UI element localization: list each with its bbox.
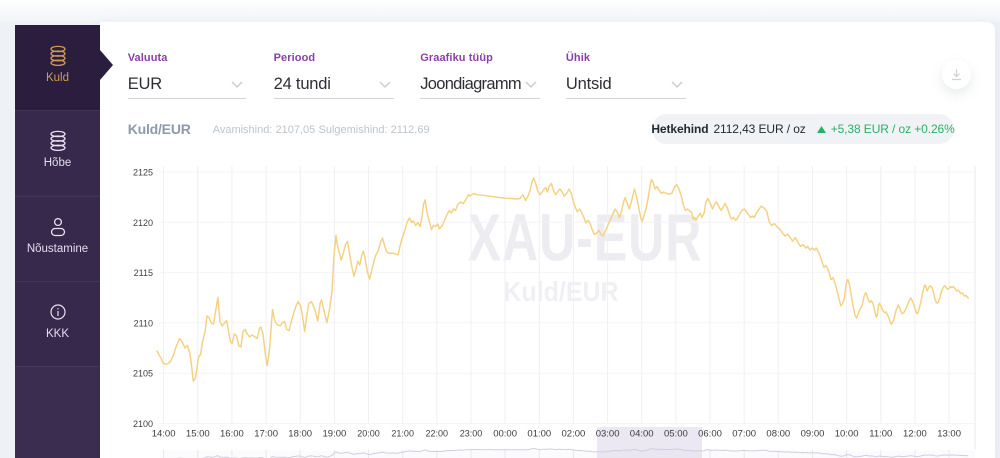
svg-text:13:00: 13:00: [937, 429, 961, 440]
svg-text:04:00: 04:00: [630, 429, 654, 440]
svg-text:09:00: 09:00: [801, 429, 825, 440]
svg-text:19:00: 19:00: [323, 429, 347, 440]
svg-text:00:00: 00:00: [493, 429, 517, 440]
svg-text:14:00: 14:00: [152, 429, 176, 440]
svg-text:11:00: 11:00: [869, 429, 892, 440]
svg-text:XAU-EUR: XAU-EUR: [468, 202, 703, 275]
svg-text:08:00: 08:00: [766, 429, 790, 440]
svg-text:17:00: 17:00: [254, 429, 278, 440]
svg-text:03:00: 03:00: [596, 429, 620, 440]
svg-text:22:00: 22:00: [426, 429, 449, 439]
svg-text:15:00: 15:00: [186, 429, 210, 440]
svg-text:2100: 2100: [133, 419, 153, 429]
svg-text:18:00: 18:00: [288, 429, 312, 440]
svg-text:2115: 2115: [134, 268, 153, 278]
svg-text:06:00: 06:00: [698, 429, 722, 440]
svg-text:2110: 2110: [134, 318, 153, 328]
svg-text:2125: 2125: [133, 168, 153, 178]
svg-text:20:00: 20:00: [357, 429, 380, 439]
svg-text:23:00: 23:00: [460, 429, 483, 439]
svg-text:2120: 2120: [133, 218, 153, 228]
svg-text:12:00: 12:00: [903, 429, 927, 440]
svg-text:02:00: 02:00: [562, 429, 586, 440]
svg-text:10:00: 10:00: [835, 429, 859, 440]
svg-text:05:00: 05:00: [664, 429, 688, 440]
svg-text:16:00: 16:00: [220, 429, 244, 440]
svg-text:Kuld/EUR: Kuld/EUR: [503, 276, 618, 308]
svg-text:01:00: 01:00: [527, 429, 551, 440]
svg-text:21:00: 21:00: [391, 429, 414, 439]
svg-text:07:00: 07:00: [732, 429, 756, 440]
svg-text:2105: 2105: [133, 369, 153, 379]
